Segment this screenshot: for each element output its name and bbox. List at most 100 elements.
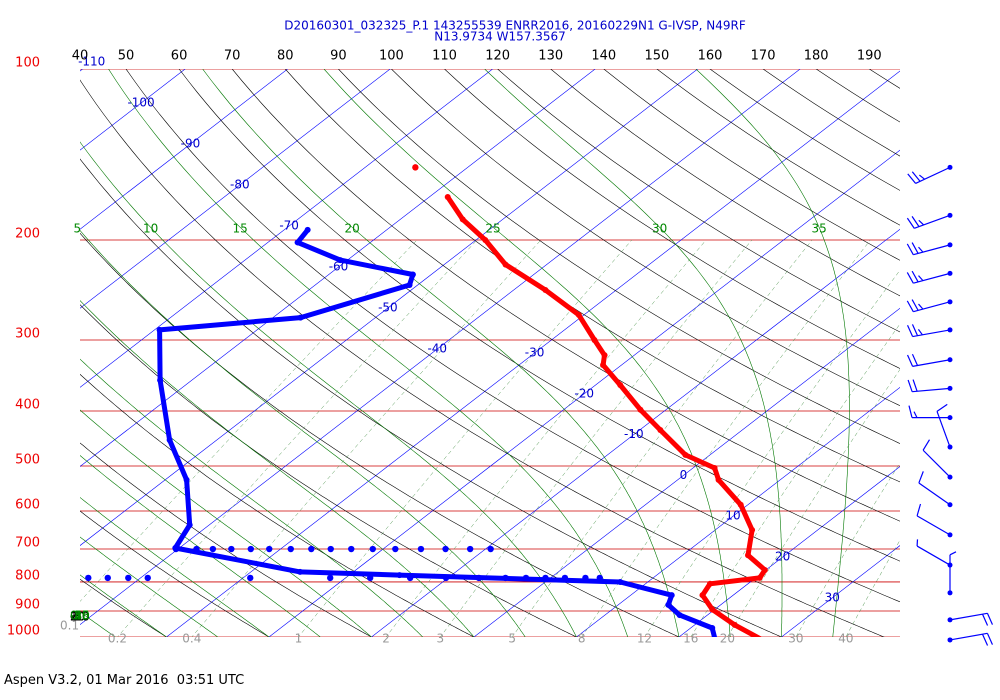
barb-shaft (914, 214, 951, 229)
isotherm-label: 20 (775, 550, 790, 564)
profile-point (575, 311, 582, 318)
barb-flag (906, 272, 914, 284)
dry-adiabat (815, 69, 900, 123)
moist-adiabat (80, 611, 116, 637)
label-layer: 1002003004005006007008009001000-110-100-… (7, 49, 882, 646)
barb-flag (981, 613, 989, 626)
dry-adiabat-label: 20 (70, 610, 85, 624)
moist-adiabat (80, 536, 218, 637)
barb-flag (906, 324, 914, 337)
dry-adiabat-label: 10 (70, 610, 85, 624)
barb-flag (907, 173, 917, 184)
wind-barb (908, 405, 950, 419)
wind-barb (949, 612, 994, 626)
mixing-ratio-line (581, 239, 871, 637)
barb-flag (911, 216, 920, 227)
footer: Aspen V3.2, 01 Mar 2016 03:51 UTC (4, 673, 245, 688)
pressure-label: 300 (15, 327, 40, 342)
moist-adiabat (80, 409, 372, 637)
moist-adiabat-label: -5 (70, 609, 82, 623)
profile-point (247, 574, 254, 582)
profile-point (596, 574, 603, 582)
barb-shaft (912, 359, 951, 367)
dry-adiabat-label: 50 (118, 49, 135, 64)
grid-layer (0, 43, 900, 649)
chart-subtitle: N13.9734 W157.3567 (434, 30, 566, 44)
dry-adiabat (444, 69, 900, 369)
moist-adiabat-label: 10 (143, 222, 158, 236)
barb-shaft (916, 515, 951, 536)
wind-barb (922, 439, 951, 478)
dry-adiabat (709, 69, 900, 191)
profile-point (676, 612, 683, 619)
profile-point (156, 326, 163, 333)
barb-flag (906, 354, 914, 367)
profile-point (665, 601, 672, 608)
mixing-ratio-label: 5 (508, 632, 516, 646)
isotherm-label: -30 (525, 346, 545, 360)
pressure-label: 500 (15, 453, 40, 468)
dry-adiabat-label: 40 (72, 49, 89, 64)
moist-adiabat (695, 69, 850, 637)
profile-point (442, 545, 449, 553)
profile-point (369, 545, 376, 553)
isotherm (678, 466, 900, 637)
profile-point (396, 572, 403, 579)
barb-shaft (912, 387, 951, 393)
isotherm (80, 69, 84, 72)
dry-adiabat (0, 43, 82, 649)
barb-flag (911, 324, 919, 336)
mixing-ratio-line (385, 239, 707, 637)
wind-barb (906, 270, 951, 284)
profile-point (125, 574, 132, 582)
pressure-label: 100 (15, 56, 40, 71)
barb-flag (986, 633, 994, 645)
isotherm-label: -70 (279, 219, 299, 233)
isotherm-label: -110 (78, 55, 105, 69)
moist-adiabat-label: -35 (70, 609, 90, 623)
isotherm-label: -100 (127, 96, 154, 110)
barb-flag (917, 329, 923, 336)
profile-point (591, 337, 598, 344)
moist-adiabat-label: -15 (70, 609, 90, 623)
dry-adiabat-label: 150 (644, 49, 669, 64)
dry-adiabat (80, 79, 885, 637)
profile-point (366, 574, 374, 582)
moist-adiabat-label: 15 (233, 222, 248, 236)
barb-shaft (916, 545, 951, 566)
barb-flag (986, 613, 994, 625)
barb-flag (911, 270, 919, 283)
profile-point (542, 287, 549, 294)
mixing-ratio-label: 40 (838, 632, 853, 646)
profile-point (756, 574, 763, 581)
barb-flag (912, 379, 918, 392)
profile-point (392, 545, 399, 553)
profile-point (657, 426, 664, 433)
mixing-ratio-line (191, 239, 542, 637)
dry-adiabat (550, 69, 900, 297)
moist-adiabat-label: 20 (345, 222, 360, 236)
isotherm-label: -20 (574, 386, 594, 400)
barb-shaft (913, 244, 951, 256)
dry-adiabat-label: 140 (591, 49, 616, 64)
isotherm-label: 30 (825, 590, 840, 604)
isotherm (80, 69, 391, 309)
isotherm (371, 228, 900, 637)
dry-adiabat (80, 510, 270, 637)
profile-point (682, 451, 689, 458)
moist-adiabat (80, 300, 475, 637)
dry-adiabat (284, 69, 900, 483)
mixing-ratio-label: 0.4 (182, 632, 201, 646)
moist-adiabat-label: 0 (70, 609, 78, 623)
isotherm-label: -90 (181, 137, 201, 151)
profile-point (715, 476, 722, 483)
dry-adiabat (231, 69, 900, 522)
moist-adiabat (80, 141, 577, 637)
barb-flag (922, 439, 931, 451)
barb-shaft (913, 301, 951, 313)
dry-adiabat-label: 180 (804, 49, 829, 64)
dry-adiabat-label: 170 (751, 49, 776, 64)
profile-point (617, 381, 624, 388)
moist-adiabat-label: -10 (70, 609, 90, 623)
dry-adiabat (80, 373, 475, 637)
